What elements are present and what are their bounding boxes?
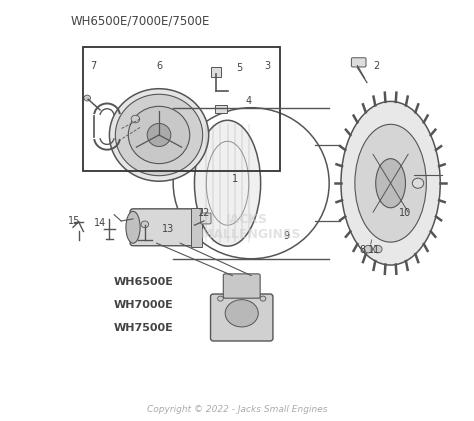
- Circle shape: [218, 296, 223, 301]
- Text: JACKS
SMALLENGINES: JACKS SMALLENGINES: [192, 213, 301, 241]
- Circle shape: [131, 115, 140, 123]
- Text: 7: 7: [90, 61, 96, 71]
- Ellipse shape: [341, 101, 440, 265]
- FancyBboxPatch shape: [210, 67, 221, 77]
- Text: WH7000E: WH7000E: [114, 300, 174, 310]
- Text: 2: 2: [374, 61, 380, 71]
- Circle shape: [364, 245, 373, 253]
- Ellipse shape: [376, 159, 405, 208]
- Text: 13: 13: [163, 224, 174, 234]
- Ellipse shape: [355, 124, 426, 242]
- Ellipse shape: [147, 123, 171, 147]
- Text: 14: 14: [94, 218, 106, 228]
- Text: WH7500E: WH7500E: [114, 323, 174, 333]
- Text: Copyright © 2022 - Jacks Small Engines: Copyright © 2022 - Jacks Small Engines: [147, 405, 327, 414]
- Circle shape: [374, 245, 382, 253]
- Text: 11: 11: [368, 245, 380, 256]
- FancyBboxPatch shape: [210, 294, 273, 341]
- Text: 5: 5: [236, 63, 243, 73]
- Circle shape: [260, 296, 266, 301]
- Text: 6: 6: [156, 61, 162, 71]
- FancyBboxPatch shape: [130, 209, 197, 246]
- Ellipse shape: [109, 89, 209, 181]
- Text: 1: 1: [232, 174, 237, 184]
- Circle shape: [84, 95, 91, 101]
- FancyBboxPatch shape: [191, 208, 202, 247]
- FancyBboxPatch shape: [223, 274, 260, 298]
- Text: 10: 10: [399, 208, 411, 218]
- Ellipse shape: [115, 94, 203, 176]
- Text: WH6500E: WH6500E: [114, 277, 174, 287]
- Circle shape: [412, 178, 424, 188]
- Text: 3: 3: [264, 61, 271, 71]
- Ellipse shape: [128, 107, 190, 164]
- Text: 9: 9: [283, 231, 290, 241]
- Text: 15: 15: [68, 216, 80, 226]
- Ellipse shape: [194, 120, 261, 246]
- Text: 12: 12: [198, 208, 210, 218]
- Text: 8: 8: [359, 245, 365, 256]
- FancyBboxPatch shape: [215, 105, 227, 113]
- Ellipse shape: [126, 211, 140, 243]
- Bar: [83, 47, 280, 171]
- FancyBboxPatch shape: [351, 58, 366, 67]
- Circle shape: [141, 221, 149, 228]
- Text: 4: 4: [246, 96, 252, 107]
- FancyBboxPatch shape: [201, 213, 211, 224]
- Ellipse shape: [225, 300, 258, 327]
- Text: WH6500E/7000E/7500E: WH6500E/7000E/7500E: [71, 15, 210, 28]
